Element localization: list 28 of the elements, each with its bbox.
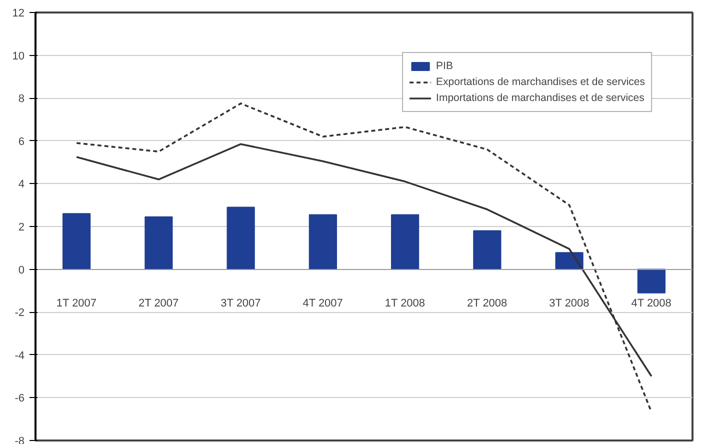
y-tick-label: 4 [18, 178, 25, 191]
x-tick-label: 4T 2008 [631, 297, 672, 310]
bar [637, 268, 666, 294]
x-tick-label: 2T 2007 [138, 297, 179, 310]
x-tick-label: 4T 2007 [302, 297, 343, 310]
bar [144, 216, 173, 270]
legend-label: PIB [436, 59, 454, 73]
legend-label: Importations de marchandises et de services [436, 91, 644, 105]
y-tick-label: 2 [18, 222, 25, 234]
bar [226, 206, 255, 270]
x-tick-label: 2T 2008 [467, 297, 508, 310]
y-tick-label: -6 [14, 392, 24, 405]
bar [308, 214, 337, 270]
y-tick-label: 12 [12, 8, 25, 20]
bar [473, 230, 502, 270]
bar [391, 214, 420, 270]
y-tick-label: 0 [18, 264, 25, 276]
bar [62, 213, 91, 270]
x-tick-label: 3T 2008 [549, 297, 590, 310]
y-tick-label: 10 [12, 50, 25, 62]
legend-label: Exportations de marchandises et de services [436, 75, 645, 89]
x-tick-label: 1T 2007 [56, 297, 97, 310]
y-tick-label: -2 [14, 307, 24, 320]
x-tick-label: 3T 2007 [220, 297, 261, 310]
x-tick-label: 1T 2008 [384, 297, 426, 310]
y-tick-label: -4 [14, 350, 24, 362]
y-tick-label: 6 [18, 136, 25, 148]
y-tick-label: 8 [18, 93, 25, 106]
